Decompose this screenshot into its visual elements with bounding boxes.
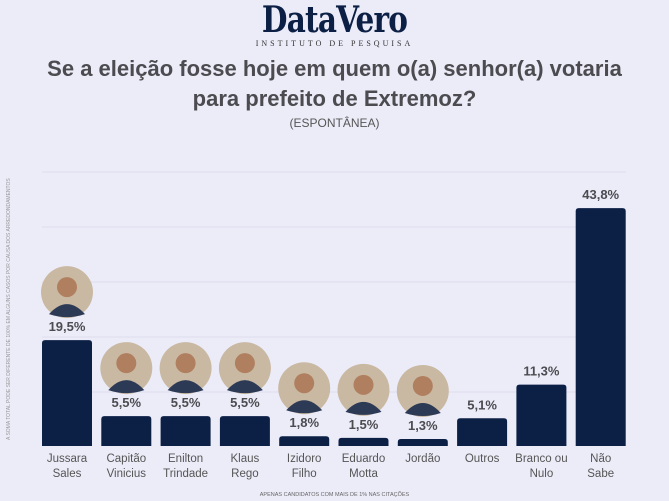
category-label: Motta bbox=[349, 468, 378, 480]
category-label: Sales bbox=[53, 468, 82, 480]
data-label: 5,5% bbox=[171, 395, 201, 410]
bar bbox=[219, 416, 270, 446]
candidate-photo bbox=[218, 342, 271, 395]
category-label: Eduardo bbox=[342, 453, 385, 465]
category-label: Enilton bbox=[168, 453, 203, 465]
header: DataVero INSTITUTO DE PESQUISA Se a elei… bbox=[0, 2, 669, 130]
bar bbox=[397, 438, 448, 446]
bar bbox=[42, 340, 92, 446]
category-label: Rego bbox=[231, 468, 259, 480]
candidate-photo bbox=[41, 266, 93, 319]
footer-note: APENAS CANDIDATOS COM MAIS DE 1% NAS CIT… bbox=[259, 492, 410, 498]
data-label: 11,3% bbox=[523, 364, 560, 379]
data-label: 5,1% bbox=[467, 397, 497, 412]
candidate-photo bbox=[396, 364, 449, 417]
data-label: 1,3% bbox=[408, 418, 438, 433]
bar bbox=[457, 418, 508, 446]
candidate-photo bbox=[278, 362, 331, 415]
data-label: 1,5% bbox=[349, 417, 379, 432]
chart-title: Se a eleição fosse hoje em quem o(a) sen… bbox=[47, 56, 622, 111]
category-label: Izidoro bbox=[287, 453, 322, 465]
category-label: Não bbox=[590, 453, 611, 465]
category-label: Jussara bbox=[47, 453, 88, 465]
category-label: Klaus bbox=[231, 453, 260, 465]
category-label: Filho bbox=[292, 468, 317, 480]
candidate-photo bbox=[337, 363, 390, 416]
category-label: Jordão bbox=[405, 453, 440, 465]
chart-subtitle: (ESPONTÂNEA) bbox=[289, 116, 380, 130]
bar bbox=[101, 416, 152, 446]
bar bbox=[338, 437, 389, 446]
category-label: Trindade bbox=[163, 468, 208, 480]
data-label: 1,8% bbox=[289, 415, 319, 430]
category-label: Outros bbox=[465, 453, 500, 465]
category-label: Sabe bbox=[587, 468, 614, 480]
category-label: Capitão bbox=[106, 453, 146, 465]
candidate-photo bbox=[100, 342, 153, 395]
data-label: 5,5% bbox=[230, 395, 260, 410]
data-label: 5,5% bbox=[111, 395, 141, 410]
category-label: Vinicius bbox=[107, 468, 147, 480]
category-label: Branco ou bbox=[515, 453, 567, 465]
data-label: 19,5% bbox=[49, 319, 86, 334]
bar bbox=[575, 208, 626, 446]
data-label: 43,8% bbox=[582, 187, 619, 202]
category-label: Nulo bbox=[530, 468, 554, 480]
bar bbox=[279, 436, 330, 446]
datavero-logo: DataVero bbox=[261, 0, 408, 41]
logo-tagline: INSTITUTO DE PESQUISA bbox=[255, 39, 414, 48]
bar bbox=[516, 384, 567, 446]
candidate-photo bbox=[159, 342, 212, 395]
bar bbox=[160, 416, 211, 446]
